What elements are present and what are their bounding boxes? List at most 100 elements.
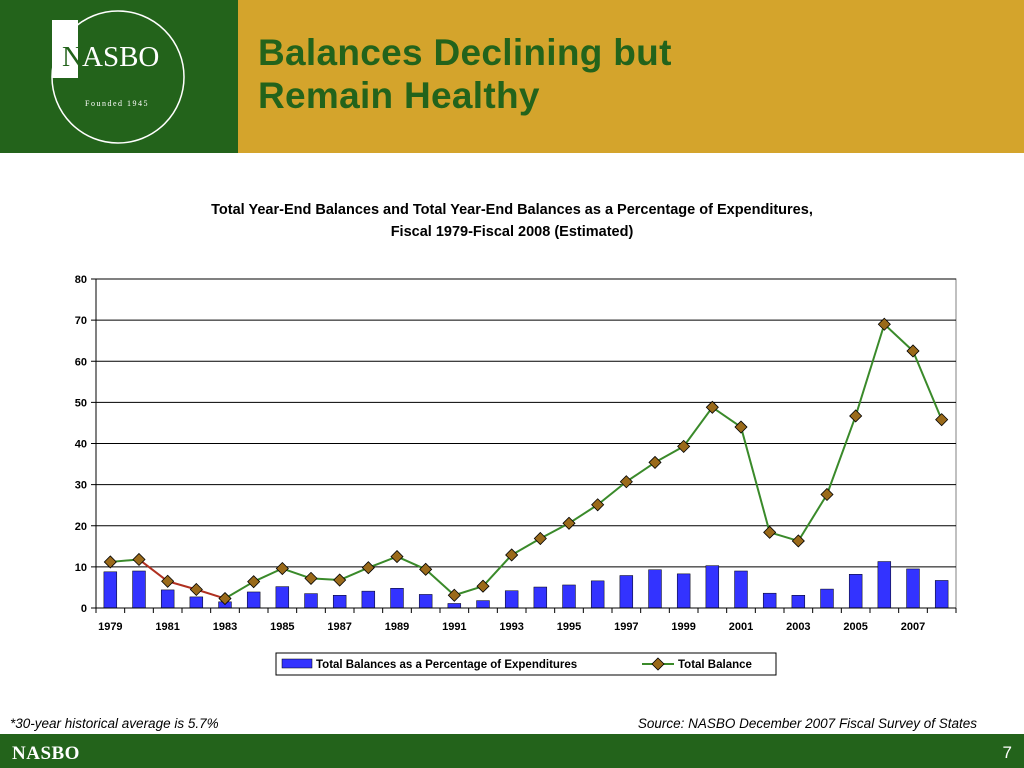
page-number: 7	[1002, 743, 1012, 762]
bar-mark	[734, 570, 748, 609]
line-point-marker	[275, 561, 289, 576]
bar-series	[103, 561, 949, 609]
line-point-marker	[447, 588, 461, 602]
y-tick-label: 30	[75, 480, 87, 492]
logo-tagline: Founded 1945	[85, 99, 149, 108]
line-segment	[682, 406, 714, 447]
x-tick-label: 1979	[98, 621, 122, 633]
line-segment	[539, 522, 570, 540]
y-tick-label: 80	[75, 274, 87, 286]
bar-mark	[762, 592, 777, 609]
slide-title: Balances Declining but Remain Healthy	[258, 31, 672, 117]
line-point-marker	[419, 562, 433, 576]
bar-mark	[648, 569, 662, 609]
footer-bar	[0, 734, 1024, 768]
line-point-marker	[132, 552, 146, 567]
bar-mark	[676, 573, 691, 609]
x-tick-label: 1999	[671, 621, 695, 633]
line-point-marker	[935, 413, 949, 427]
line-point-marker	[390, 550, 404, 564]
balances-chart: 0 10 20 30 40 50 60 70 80 1979 1981 1983 1985 1987 198…	[75, 274, 957, 676]
bar-mark	[562, 584, 576, 609]
logo-panel: N ASBO Founded 1945	[0, 0, 238, 153]
y-tick-label: 60	[75, 356, 87, 368]
line-point-marker	[705, 400, 719, 414]
footer-brand: NASBO	[12, 743, 80, 764]
bar-mark	[504, 590, 519, 609]
line-segment	[367, 555, 398, 569]
bar-mark	[304, 593, 318, 609]
line-segment	[912, 350, 943, 421]
x-tick-label: 1985	[270, 621, 294, 633]
line-point-marker	[820, 487, 834, 502]
y-tick-label: 40	[75, 439, 87, 451]
line-segment	[654, 445, 685, 464]
line-point-marker	[533, 531, 547, 546]
line-point-marker	[505, 548, 519, 562]
line-segment	[396, 555, 427, 571]
logo-emblem-block	[52, 20, 78, 78]
bar-mark	[848, 574, 863, 609]
grid-lines	[95, 278, 957, 609]
bar-mark	[791, 595, 806, 609]
line-point-marker	[247, 575, 261, 589]
y-tick-label: 70	[75, 315, 87, 327]
legend-label-line: Total Balance	[678, 659, 752, 671]
line-segment	[711, 406, 742, 428]
bar-mark	[590, 580, 605, 609]
x-tick-label: 1991	[442, 621, 466, 633]
line-point-marker	[218, 591, 232, 606]
x-tick-label: 1987	[327, 621, 351, 633]
line-point-marker	[476, 579, 490, 593]
bar-mark	[705, 565, 720, 609]
x-tick-label: 1993	[499, 621, 523, 633]
line-segment	[224, 580, 255, 600]
x-tick-label: 1997	[614, 621, 638, 633]
logo-wordmark-rest: ASBO	[82, 41, 159, 73]
line-segment	[482, 554, 513, 587]
x-tick-label: 2005	[843, 621, 867, 633]
line-segment	[138, 558, 169, 583]
line-point-marker	[734, 420, 748, 434]
chart-legend: Total Balances as a Percentage of Expend…	[275, 652, 777, 676]
line-point-marker	[361, 561, 375, 575]
logo-wordmark-n: N	[62, 41, 83, 73]
bar-mark	[275, 586, 290, 609]
slide-title-line-1: Balances Declining but	[258, 32, 672, 73]
x-tick-label: 2007	[901, 621, 925, 633]
chart-title-line-2: Fiscal 1979-Fiscal 2008 (Estimated)	[390, 224, 634, 240]
line-point-marker	[161, 574, 175, 588]
line-segment	[511, 537, 541, 556]
line-segment	[740, 426, 771, 533]
line-segment	[424, 568, 456, 596]
bar-mark	[533, 586, 548, 609]
y-tick-label: 10	[75, 562, 87, 574]
line-segment	[597, 480, 627, 506]
line-point-marker	[763, 525, 777, 539]
bar-mark	[619, 575, 634, 609]
line-point-marker	[304, 571, 318, 585]
bar-mark	[820, 588, 834, 609]
line-segment	[625, 461, 656, 483]
line-segment	[253, 567, 283, 583]
bar-mark	[246, 591, 261, 609]
bar-mark	[103, 571, 118, 609]
legend-swatch-bar	[281, 658, 313, 669]
x-tick-label: 1989	[385, 621, 409, 633]
line-point-marker	[877, 317, 891, 331]
line-point-marker	[619, 475, 633, 489]
line-point-marker	[189, 582, 203, 597]
line-point-marker	[849, 409, 863, 423]
line-segment	[883, 323, 914, 352]
line-segment	[826, 415, 857, 495]
source-note: Source: NASBO December 2007 Fiscal Surve…	[637, 716, 977, 731]
bar-mark	[132, 570, 146, 609]
line-point-marker	[562, 516, 576, 530]
line-segment	[339, 566, 369, 581]
legend-swatch-marker	[651, 657, 665, 671]
line-point-marker	[333, 573, 347, 587]
line-point-marker	[677, 439, 691, 453]
bar-mark	[418, 594, 433, 609]
x-tick-label: 1995	[557, 621, 581, 633]
bar-mark	[934, 580, 949, 609]
